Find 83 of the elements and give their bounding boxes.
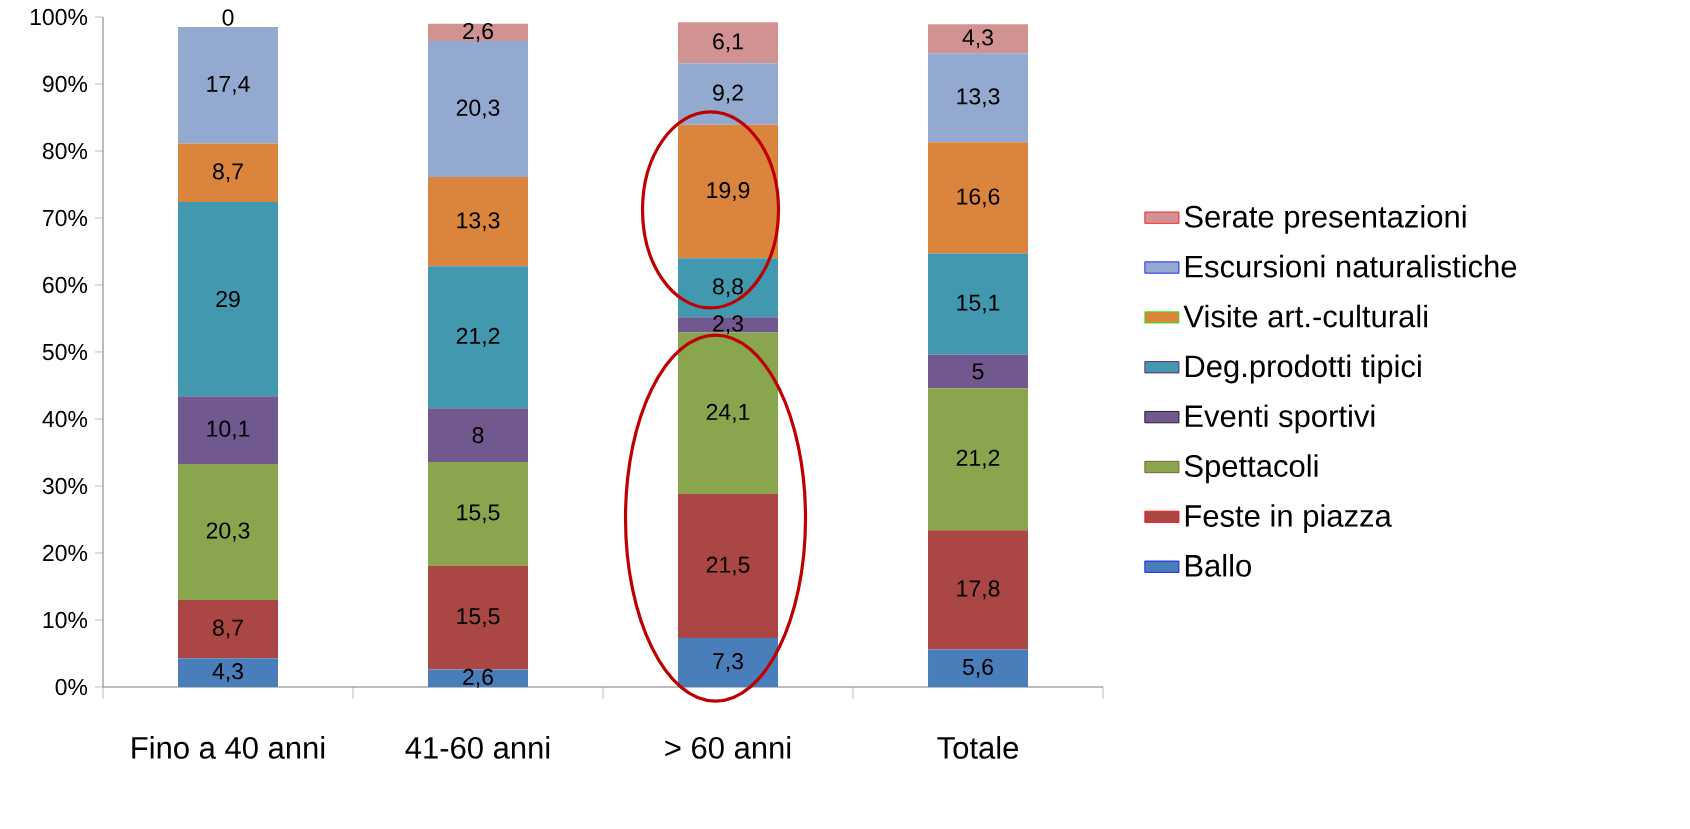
bar — [428, 565, 529, 670]
y-tick-label: 20% — [43, 544, 88, 562]
data-label: 5,6 — [962, 658, 993, 678]
bar — [928, 142, 1029, 254]
data-label: 8,7 — [213, 163, 243, 183]
bar — [178, 143, 278, 202]
data-label: 19,9 — [707, 182, 750, 202]
data-label: 15,1 — [957, 294, 1000, 314]
data-label: 17,4 — [207, 75, 250, 95]
x-tick-label: > 60 anni — [665, 736, 791, 759]
data-label: 13,3 — [457, 212, 500, 232]
bar — [178, 201, 278, 397]
bar — [928, 649, 1029, 687]
data-label: 21,5 — [706, 556, 750, 576]
data-label: 9,2 — [713, 84, 743, 104]
legend-label: Visite art.-culturali — [1183, 304, 1428, 328]
bar — [928, 24, 1029, 54]
y-tick-label: 100% — [30, 8, 88, 26]
legend-label: Feste in piazza — [1185, 504, 1392, 534]
data-label: 21,2 — [956, 449, 1000, 469]
data-label: 5 — [972, 363, 984, 380]
bar — [928, 530, 1029, 650]
data-label: 2,6 — [463, 22, 493, 42]
y-tick-label: 0% — [55, 678, 88, 696]
y-tick-label: 70% — [43, 209, 88, 227]
data-label: 2,6 — [463, 668, 493, 688]
bar — [678, 317, 779, 333]
bar — [428, 23, 529, 42]
bar — [678, 494, 779, 639]
bar — [428, 408, 529, 462]
data-label: 15,5 — [457, 608, 500, 628]
legend-label: Eventi sportivi — [1185, 404, 1375, 434]
data-label: 13,3 — [957, 88, 1000, 108]
y-tick-label: 10% — [43, 611, 88, 629]
data-label: 4,3 — [962, 29, 993, 49]
data-label: 10,1 — [207, 420, 250, 440]
data-label: 8,7 — [213, 619, 243, 639]
x-tick-label: Totale — [937, 736, 1019, 759]
data-label: 29 — [216, 290, 240, 308]
legend-label: Spettacoli — [1184, 454, 1318, 484]
y-tick-label: 50% — [42, 343, 88, 361]
legend-label: Ballo — [1185, 553, 1251, 577]
bar — [178, 396, 278, 464]
bar — [678, 22, 779, 64]
bar — [178, 599, 278, 659]
data-label: 20,3 — [206, 522, 250, 542]
data-label: 0 — [222, 9, 234, 26]
bar — [678, 638, 779, 687]
data-label: 21,2 — [456, 327, 500, 347]
y-tick-label: 30% — [42, 477, 88, 495]
data-label: 7,3 — [713, 653, 743, 673]
data-label: 15,5 — [457, 504, 500, 524]
bar — [678, 63, 779, 125]
legend-label: Deg.prodotti tipici — [1185, 354, 1421, 384]
y-tick-label: 40% — [42, 410, 88, 428]
data-label: 4,3 — [212, 663, 243, 683]
bar — [178, 658, 278, 687]
data-label: 6,1 — [713, 33, 743, 53]
data-label: 8 — [472, 426, 484, 444]
bar — [428, 177, 529, 267]
bar — [928, 253, 1029, 355]
data-label: 2,3 — [713, 315, 743, 335]
data-label: 16,6 — [957, 188, 1000, 208]
legend-label: Serate presentazioni — [1184, 204, 1466, 234]
bar — [678, 124, 779, 259]
y-tick-label: 60% — [43, 276, 88, 294]
bar — [428, 41, 529, 178]
bar — [928, 388, 1029, 531]
data-label: 20,3 — [456, 99, 500, 119]
y-tick-label: 80% — [42, 142, 88, 160]
x-tick-label: Fino a 40 anni — [132, 736, 325, 759]
bar — [928, 354, 1029, 389]
bar — [178, 27, 278, 144]
bar — [178, 463, 278, 600]
data-label: 17,8 — [957, 580, 1000, 600]
y-tick-label: 90% — [42, 75, 88, 93]
x-tick-label: 41-60 anni — [405, 736, 550, 759]
data-label: 24,1 — [706, 403, 750, 423]
data-label: 8,8 — [713, 278, 743, 298]
legend-label: Escursioni naturalistiche — [1185, 254, 1517, 278]
bar — [428, 266, 529, 409]
bar — [928, 53, 1029, 143]
bar — [428, 461, 529, 566]
